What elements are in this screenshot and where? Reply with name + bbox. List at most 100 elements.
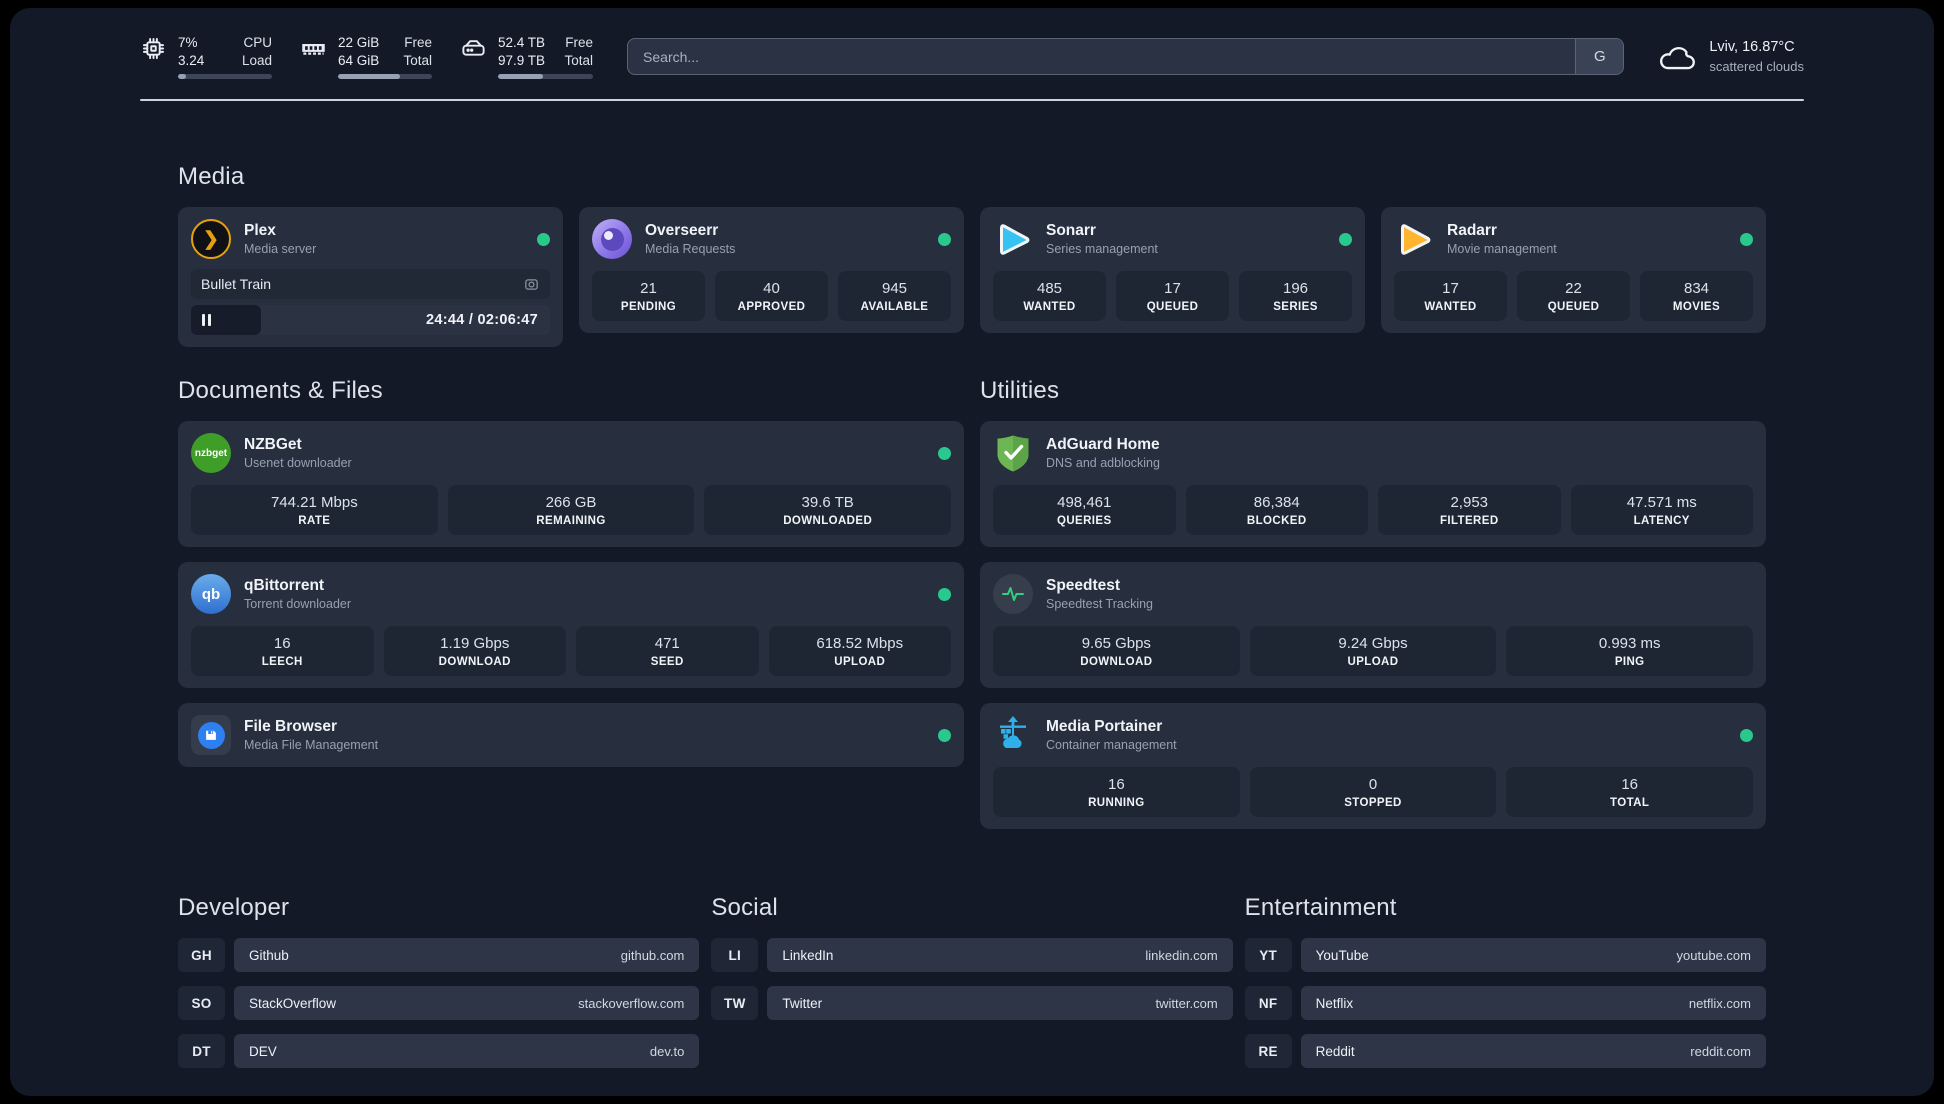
link-url: github.com [620, 947, 685, 963]
status-dot [1740, 728, 1753, 742]
link-name: DEV [249, 1043, 277, 1059]
section-title-documents: Documents & Files [178, 377, 383, 405]
link-name: StackOverflow [249, 995, 337, 1011]
sonarr-icon [993, 219, 1033, 259]
section-documents: Documents & Files nzbget NZBGet Usenet d… [178, 377, 964, 782]
link-dev[interactable]: DT DEV dev.to [178, 1034, 700, 1069]
status-dot [1339, 232, 1352, 246]
link-abbr-badge: DT [178, 1034, 225, 1069]
stat-box: 40 APPROVED [715, 271, 828, 322]
link-name: LinkedIn [782, 947, 834, 963]
search-bar: G [627, 38, 1625, 76]
section-title-utilities: Utilities [980, 377, 1060, 405]
overseerr-icon [592, 219, 632, 260]
app-title: Overseerr [645, 222, 719, 240]
app-title: Speedtest [1046, 577, 1121, 595]
cpu-labels: CPU Load [241, 35, 272, 68]
app-description: Media File Management [244, 737, 379, 752]
cpu-icon [142, 37, 165, 60]
section-title-media: Media [178, 163, 245, 191]
section-developer: Developer GH Github github.com SO StackO… [178, 894, 700, 1082]
qbittorrent-icon: qb [191, 574, 231, 615]
stat-box: 22 QUEUED [1517, 271, 1630, 322]
link-name: Reddit [1315, 1043, 1355, 1059]
section-entertainment: Entertainment YT YouTube youtube.com NF … [1244, 894, 1766, 1082]
link-abbr-badge: GH [178, 938, 225, 973]
speedtest-icon [993, 574, 1033, 615]
stat-box: 744.21 Mbps RATE [191, 485, 438, 536]
link-abbr-badge: SO [178, 986, 225, 1021]
playback-time: 24:44 / 02:06:47 [425, 312, 538, 329]
search-engine-button[interactable]: G [1575, 39, 1624, 75]
link-url: dev.to [649, 1043, 685, 1059]
dashboard: 7% 3.24 CPU Load [10, 8, 1934, 1096]
status-dot [1740, 232, 1753, 246]
ram-icon [302, 44, 325, 55]
link-youtube[interactable]: YT YouTube youtube.com [1244, 938, 1766, 973]
disk-progress-bar [498, 74, 594, 80]
link-netflix[interactable]: NF Netflix netflix.com [1244, 986, 1766, 1021]
link-name: Netflix [1315, 995, 1354, 1011]
filebrowser-icon [191, 715, 231, 756]
app-title: File Browser [244, 718, 338, 736]
link-url: reddit.com [1690, 1043, 1751, 1059]
link-github[interactable]: GH Github github.com [178, 938, 700, 973]
link-url: netflix.com [1688, 995, 1751, 1011]
app-description: Usenet downloader [244, 455, 352, 470]
app-title: AdGuard Home [1046, 436, 1160, 454]
cpu-progress-bar [178, 74, 272, 80]
header-divider [140, 99, 1804, 102]
card-sonarr[interactable]: Sonarr Series management 485 WANTED 17 QUE… [980, 207, 1365, 334]
card-qbittorrent[interactable]: qb qBittorrent Torrent downloader 16 LEEC… [178, 562, 964, 689]
disk-icon [462, 40, 485, 56]
app-description: DNS and adblocking [1046, 455, 1160, 470]
link-twitter[interactable]: TW Twitter twitter.com [711, 986, 1233, 1021]
section-utilities: Utilities Ad [980, 377, 1766, 844]
ram-values: 22 GiB 64 GiB [338, 35, 380, 68]
stat-box: 945 AVAILABLE [838, 271, 951, 322]
stat-box: 0.993 ms PING [1506, 626, 1754, 677]
link-abbr-badge: YT [1244, 938, 1292, 973]
app-title: Plex [244, 222, 276, 240]
status-dot [938, 587, 951, 601]
status-dot [938, 232, 951, 246]
card-radarr[interactable]: Radarr Movie management 17 WANTED 22 QUEUE… [1381, 207, 1766, 334]
card-overseerr[interactable]: Overseerr Media Requests 21 PENDING 40 APP… [579, 207, 964, 334]
link-abbr-badge: RE [1244, 1034, 1292, 1069]
stat-box: 47.571 ms LATENCY [1570, 485, 1753, 536]
card-nzbget[interactable]: nzbget NZBGet Usenet downloader 744.21 M… [178, 421, 964, 548]
stat-box: 16 LEECH [191, 626, 374, 677]
stat-box: 16 RUNNING [993, 767, 1240, 818]
app-description: Movie management [1447, 241, 1557, 256]
card-portainer[interactable]: Media Portainer Container management 16 R… [980, 703, 1766, 830]
link-url: twitter.com [1155, 995, 1218, 1011]
ram-stat: 22 GiB 64 GiB Free Total [300, 34, 432, 80]
stat-box: 17 WANTED [1394, 271, 1507, 322]
link-url: stackoverflow.com [578, 995, 685, 1011]
weather-condition: scattered clouds [1709, 58, 1804, 74]
app-description: Torrent downloader [244, 596, 352, 611]
link-name: Twitter [782, 995, 823, 1011]
card-filebrowser[interactable]: File Browser Media File Management [178, 703, 964, 768]
link-reddit[interactable]: RE Reddit reddit.com [1244, 1034, 1766, 1069]
now-playing-title: Bullet Train [191, 269, 550, 300]
app-description: Media Requests [645, 241, 736, 256]
stat-box: 16 TOTAL [1506, 767, 1754, 818]
ram-progress-bar [338, 74, 432, 80]
app-description: Speedtest Tracking [1046, 596, 1154, 611]
link-linkedin[interactable]: LI LinkedIn linkedin.com [711, 938, 1233, 973]
app-description: Container management [1046, 737, 1177, 752]
card-plex[interactable]: ❯ Plex Media server Bullet Train [178, 207, 563, 348]
search-input[interactable] [627, 38, 1625, 76]
section-title-social: Social [711, 894, 778, 922]
disk-labels: Free Total [564, 35, 594, 68]
section-social: Social LI LinkedIn linkedin.com TW Twitt… [711, 894, 1233, 1082]
stat-box: 471 SEED [576, 626, 759, 677]
stat-box: 2,953 FILTERED [1378, 485, 1561, 536]
link-stackoverflow[interactable]: SO StackOverflow stackoverflow.com [178, 986, 700, 1021]
top-bar: 7% 3.24 CPU Load [140, 34, 1804, 80]
card-adguard[interactable]: AdGuard Home DNS and adblocking 498,461 Q… [980, 421, 1766, 548]
app-title: NZBGet [244, 436, 302, 454]
card-speedtest[interactable]: Speedtest Speedtest Tracking 9.65 Gbps DO… [980, 562, 1766, 689]
app-title: Radarr [1447, 222, 1497, 240]
